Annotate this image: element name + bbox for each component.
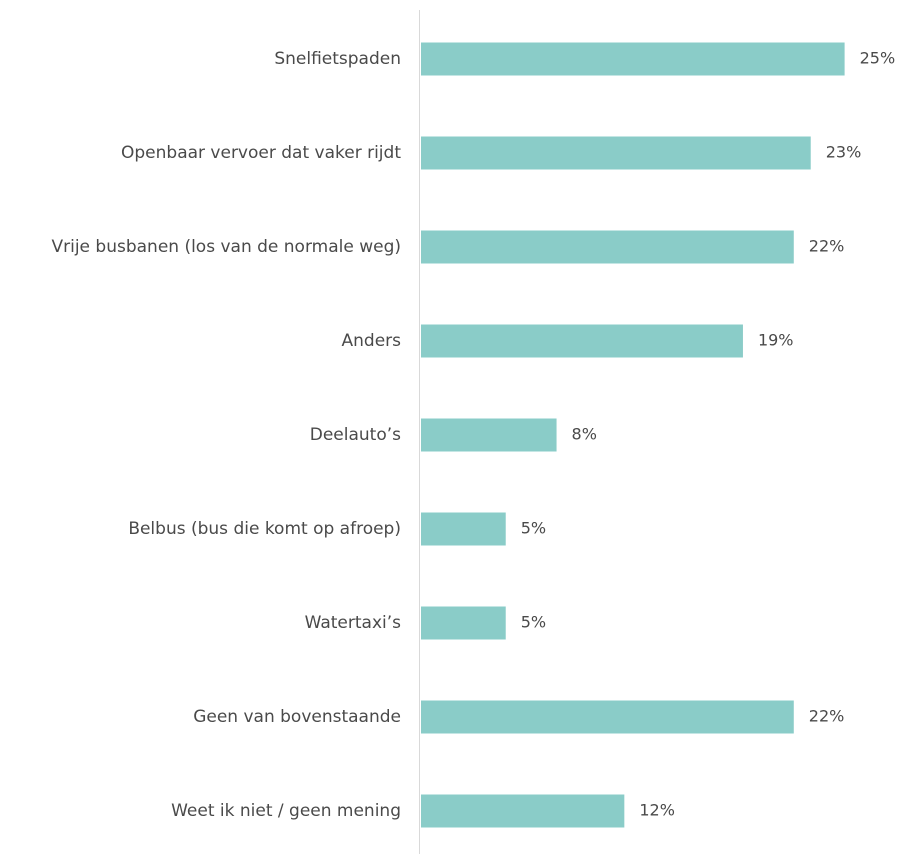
bars-group [421,42,845,828]
bar-5 [421,512,506,546]
bar-7 [421,700,794,734]
bar-4 [421,418,557,452]
category-labels-group: Snelfietspaden Openbaar vervoer dat vaker… [51,49,401,821]
value-label-2: 22% [809,237,845,256]
bar-0 [421,42,845,76]
value-label-0: 25% [860,49,896,68]
bar-3 [421,324,743,358]
value-label-1: 23% [826,143,862,162]
category-label-6: Watertaxi’s [305,613,402,633]
bar-6 [421,606,506,640]
category-label-0: Snelfietspaden [274,49,401,69]
value-label-4: 8% [572,425,597,444]
category-label-3: Anders [342,331,402,351]
value-label-3: 19% [758,331,794,350]
value-label-6: 5% [521,613,546,632]
value-label-7: 22% [809,707,845,726]
category-label-7: Geen van bovenstaande [193,707,401,727]
category-label-1: Openbaar vervoer dat vaker rijdt [121,143,401,163]
category-label-2: Vrije busbanen (los van de normale weg) [51,237,401,257]
bar-8 [421,794,625,828]
value-label-5: 5% [521,519,546,538]
category-label-4: Deelauto’s [310,425,401,445]
value-label-8: 12% [639,801,675,820]
category-label-5: Belbus (bus die komt op afroep) [128,519,401,539]
bar-1 [421,136,811,170]
value-labels-group: 25% 23% 22% 19% 8% 5% 5% 22% 12% [521,49,895,820]
category-label-8: Weet ik niet / geen mening [171,801,401,821]
bar-2 [421,230,794,264]
